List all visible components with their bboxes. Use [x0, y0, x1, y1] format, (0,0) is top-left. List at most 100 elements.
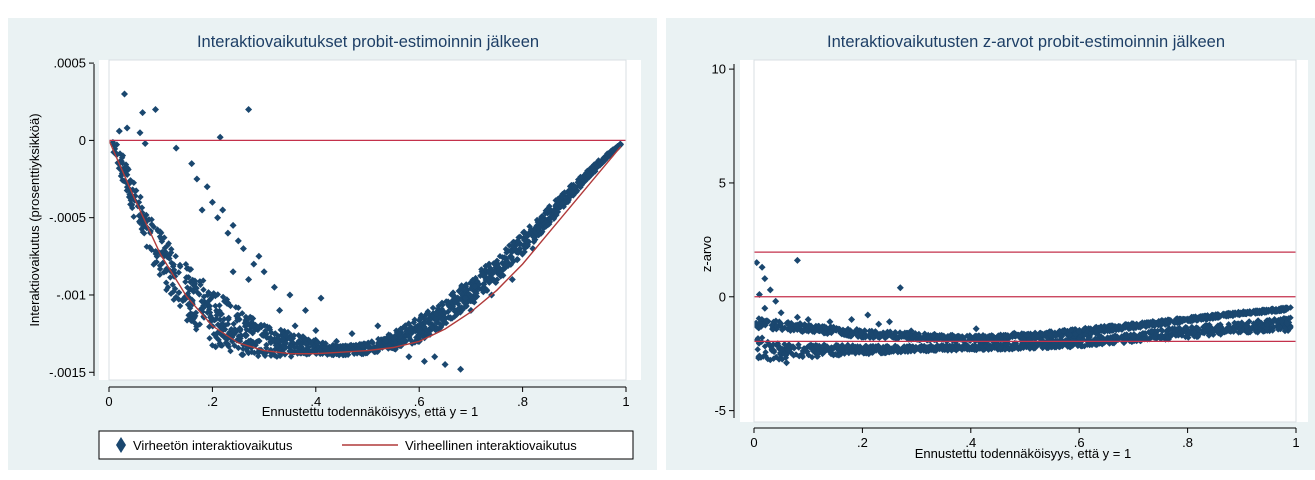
cloud-point [193, 323, 200, 330]
cloud-point [182, 261, 190, 268]
cloud-point [772, 317, 780, 324]
cloud-point [552, 203, 559, 210]
plot-frame [753, 59, 1297, 423]
cloud-point [555, 196, 562, 204]
x-tick-label: .6 [414, 394, 425, 409]
cloud-point [196, 321, 203, 328]
cloud-point [156, 271, 163, 278]
cloud-point [1123, 331, 1130, 338]
x-tick-label: 0 [105, 394, 112, 409]
cloud-point [567, 193, 574, 200]
cloud-point [1241, 310, 1248, 317]
cloud-point [286, 335, 293, 342]
cloud-point [808, 354, 816, 361]
cloud-point [837, 345, 845, 352]
scatter-point [291, 322, 299, 330]
cloud-point [1171, 319, 1178, 327]
y-tick-label: 0 [719, 289, 726, 304]
cloud-point [175, 269, 182, 276]
cloud-point [1107, 322, 1115, 329]
cloud-point [585, 170, 593, 178]
cloud-point [1214, 311, 1221, 318]
cloud-point [835, 352, 843, 359]
scatter-point [260, 268, 268, 276]
cloud-point [768, 345, 776, 353]
cloud-point [1039, 330, 1046, 338]
cloud-point [754, 346, 761, 353]
cloud-point [1282, 325, 1289, 332]
cloud-point [407, 327, 414, 335]
cloud-point [957, 344, 964, 352]
scatter-point [591, 167, 599, 175]
cloud-point [521, 245, 528, 252]
cloud-point [1041, 342, 1048, 349]
cloud-point [157, 228, 164, 235]
cloud-point [493, 276, 501, 283]
cloud-point [164, 253, 171, 261]
cloud-point [1094, 340, 1101, 347]
cloud-point [1024, 331, 1031, 338]
cloud-point [1087, 330, 1094, 337]
cloud-point [832, 326, 839, 334]
cloud-point [467, 293, 475, 301]
cloud-point [1287, 304, 1294, 311]
scatter-point [333, 337, 340, 345]
cloud-point [969, 334, 976, 342]
cloud-point [759, 319, 766, 327]
cloud-point [163, 286, 170, 294]
cloud-point [1237, 311, 1244, 318]
cloud-point [382, 337, 389, 344]
cloud-point [904, 345, 911, 352]
cloud-point [826, 328, 834, 336]
cloud-point [1148, 328, 1155, 335]
scatter-point [783, 359, 790, 367]
cloud-point [1001, 346, 1009, 353]
cloud-point [583, 169, 590, 176]
cloud-point [904, 335, 911, 342]
cloud-point [531, 225, 539, 232]
cloud-point [236, 316, 243, 323]
cloud-point [979, 333, 986, 341]
y-tick-label: .0005 [53, 56, 86, 71]
cloud-point [608, 147, 615, 155]
scatter-point [761, 275, 769, 283]
scatter-point [508, 276, 516, 283]
cloud-point [826, 348, 833, 355]
cloud-point [837, 329, 844, 336]
cloud-point [172, 293, 180, 301]
cloud-point [246, 327, 253, 334]
cloud-point [1087, 337, 1094, 344]
cloud-point [899, 330, 906, 338]
chart-right-x-axis: 0 .2 .4 .6 .8 1 [750, 427, 1300, 450]
cloud-point [613, 144, 620, 151]
cloud-point [1205, 325, 1212, 332]
cloud-point [1130, 337, 1137, 344]
cloud-point [520, 229, 527, 236]
cloud-point [1048, 344, 1055, 351]
cloud-point [300, 346, 308, 353]
scatter-point [224, 229, 232, 237]
cloud-point [1185, 327, 1192, 334]
cloud-point [164, 284, 172, 291]
cloud-point [1239, 326, 1247, 334]
x-tick-label: .2 [207, 394, 218, 409]
cloud-point [925, 334, 932, 342]
cloud-point [585, 173, 592, 180]
cloud-point [162, 268, 170, 275]
cloud-point [509, 239, 517, 246]
scatter-point [348, 330, 356, 338]
cloud-point [852, 343, 859, 350]
x-tick-label: .4 [965, 435, 976, 450]
cloud-point [1202, 314, 1210, 321]
cloud-point [904, 348, 912, 355]
cloud-point [1151, 322, 1158, 330]
cloud-point [190, 288, 197, 295]
cloud-point [177, 263, 184, 270]
cloud-point [1270, 318, 1277, 325]
cloud-point [489, 275, 497, 282]
chart-left-marks [108, 59, 627, 381]
cloud-point [1276, 323, 1283, 331]
cloud-point [580, 173, 587, 180]
cloud-point [858, 334, 865, 341]
cloud-point [785, 341, 792, 349]
